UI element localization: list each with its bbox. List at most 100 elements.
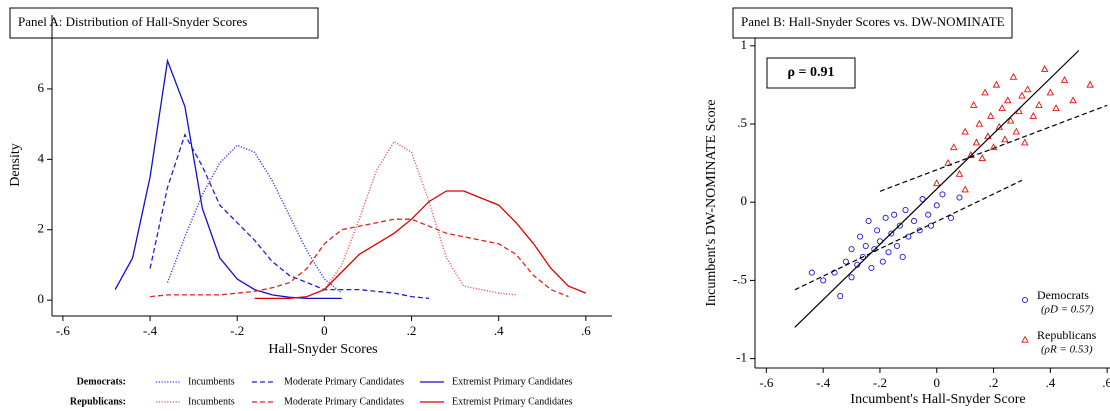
point bbox=[933, 179, 941, 187]
point bbox=[1060, 75, 1069, 83]
point bbox=[874, 227, 881, 234]
legend-label: Extremist Primary Candidates bbox=[452, 396, 573, 407]
x-tick-label: -.4 bbox=[816, 375, 831, 390]
point bbox=[899, 253, 906, 261]
legend-marker bbox=[1021, 335, 1029, 343]
point bbox=[1029, 111, 1038, 119]
point bbox=[885, 249, 892, 256]
x-tick-label: 0 bbox=[321, 323, 328, 338]
point bbox=[981, 88, 989, 96]
point bbox=[1012, 127, 1021, 135]
point bbox=[888, 230, 895, 237]
density-line bbox=[323, 140, 517, 296]
point bbox=[893, 242, 901, 250]
point bbox=[950, 143, 958, 151]
y-tick-label: 0 bbox=[741, 193, 748, 208]
point bbox=[1001, 135, 1009, 143]
point bbox=[1009, 72, 1018, 80]
point bbox=[857, 233, 864, 240]
point bbox=[975, 119, 984, 127]
x-tick-label: .2 bbox=[989, 375, 999, 390]
density-line bbox=[150, 218, 569, 298]
y-tick-label: -.5 bbox=[733, 271, 747, 286]
x-tick-label: .6 bbox=[581, 323, 591, 338]
panel-title: Panel B: Hall-Snyder Scores vs. DW-NOMIN… bbox=[741, 14, 1005, 29]
panel-title: Panel A: Distribution of Hall-Snyder Sco… bbox=[18, 14, 247, 29]
density-line bbox=[166, 144, 343, 294]
y-tick-label: 2 bbox=[38, 221, 45, 236]
density-line bbox=[254, 190, 587, 300]
y-tick-label: -1 bbox=[736, 350, 747, 365]
point bbox=[961, 127, 969, 135]
point bbox=[879, 258, 886, 265]
point bbox=[1018, 91, 1026, 99]
title-box bbox=[732, 7, 1013, 39]
point bbox=[972, 138, 981, 146]
legend-label: Extremist Primary Candidates bbox=[452, 376, 573, 387]
point bbox=[919, 196, 926, 203]
point bbox=[862, 242, 869, 250]
title-box bbox=[9, 7, 319, 39]
point bbox=[902, 206, 909, 214]
y-tick-label: 6 bbox=[38, 80, 45, 95]
y-tick-label: .5 bbox=[737, 115, 747, 130]
x-axis-title: Hall-Snyder Scores bbox=[268, 342, 377, 357]
point bbox=[848, 246, 855, 253]
legend-group: Republicans: bbox=[70, 396, 126, 407]
y-tick-label: 1 bbox=[741, 37, 748, 52]
legend-group: Democrats: bbox=[77, 376, 126, 387]
x-tick-label: -.6 bbox=[56, 323, 71, 338]
fit-line bbox=[879, 104, 1108, 192]
y-axis-title: Incumbent's DW-NOMINATE Score bbox=[704, 99, 719, 306]
legend-label: Moderate Primary Candidates bbox=[284, 376, 404, 387]
legend-label: Moderate Primary Candidates bbox=[284, 396, 404, 407]
point bbox=[896, 222, 903, 229]
point bbox=[848, 274, 855, 281]
y-tick-label: 4 bbox=[38, 150, 45, 165]
point bbox=[1086, 80, 1094, 88]
point bbox=[859, 253, 866, 261]
point bbox=[854, 261, 861, 268]
x-tick-label: -.6 bbox=[759, 375, 774, 390]
y-tick-label: 0 bbox=[38, 291, 45, 306]
legend-label: Incumbents bbox=[188, 376, 235, 387]
legend-note: (ρR = 0.53) bbox=[1041, 344, 1093, 356]
point bbox=[939, 191, 946, 198]
point bbox=[947, 214, 955, 221]
point bbox=[989, 143, 998, 151]
point bbox=[865, 217, 872, 225]
legend-marker bbox=[1021, 296, 1029, 304]
point bbox=[998, 104, 1006, 112]
x-tick-label: .6 bbox=[1102, 375, 1110, 390]
point bbox=[842, 258, 849, 265]
annotation-box bbox=[766, 57, 856, 89]
legend-label: Incumbents bbox=[188, 396, 235, 407]
point bbox=[986, 111, 995, 119]
point bbox=[969, 101, 978, 108]
point bbox=[925, 211, 932, 218]
x-tick-label: -.4 bbox=[143, 323, 158, 338]
point bbox=[820, 277, 827, 284]
point bbox=[1035, 101, 1043, 108]
point bbox=[956, 194, 963, 201]
fit-line bbox=[794, 50, 1080, 328]
x-tick-label: .4 bbox=[494, 323, 504, 338]
point bbox=[882, 214, 889, 221]
point bbox=[837, 293, 844, 300]
legend-label: Democrats bbox=[1037, 288, 1089, 302]
point bbox=[1004, 96, 1012, 104]
y-axis-title: Density bbox=[8, 143, 23, 187]
x-tick-label: .2 bbox=[407, 323, 417, 338]
fit-line bbox=[794, 179, 1023, 291]
point bbox=[933, 202, 940, 209]
annotation: ρ = 0.91 bbox=[788, 65, 835, 80]
point bbox=[978, 154, 986, 162]
point bbox=[1040, 65, 1049, 72]
x-tick-label: 0 bbox=[934, 375, 941, 390]
x-tick-label: -.2 bbox=[873, 375, 887, 390]
density-line bbox=[114, 58, 342, 300]
point bbox=[891, 211, 898, 218]
point bbox=[961, 185, 969, 193]
point bbox=[1023, 85, 1032, 93]
